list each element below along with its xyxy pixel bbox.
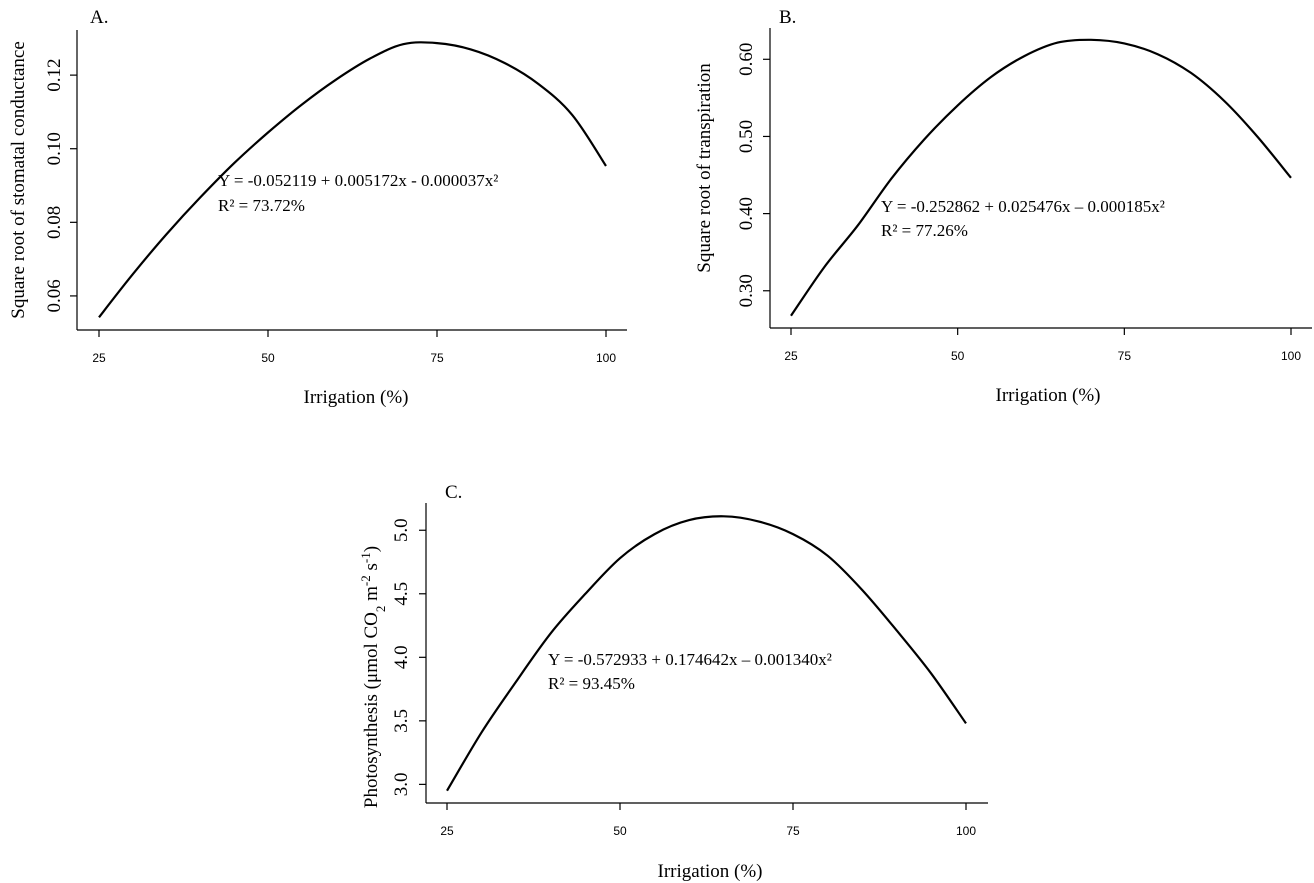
panel-a-label: A.	[90, 7, 108, 28]
panel-b-y-tick-label: 0.40	[736, 197, 757, 230]
panel-b-x-axis-title: Irrigation (%)	[996, 385, 1101, 406]
panel-b-equation: Y = -0.252862 + 0.025476x – 0.000185x²	[881, 197, 1165, 216]
panel-c-equation: Y = -0.572933 + 0.174642x – 0.001340x²	[548, 650, 832, 669]
panel-b-plot: 25 50 75 100 0.30 0.40 0.50 0.60	[736, 28, 1312, 363]
panel-a-y-tick-label: 0.10	[44, 132, 65, 165]
panel-c-x-tick-label: 75	[786, 824, 800, 838]
panel-a-r2: R² = 73.72%	[218, 196, 305, 215]
panel-a-x-axis-title: Irrigation (%)	[304, 387, 409, 408]
panel-a-x-tick-label: 100	[596, 351, 616, 365]
panel-c-y-tick-label: 5.0	[391, 518, 412, 542]
panel-b: B. Y = -0.252862 + 0.025476x – 0.000185x…	[694, 7, 1165, 406]
panel-c-ylabel-sub: 2	[373, 606, 388, 613]
panel-b-x-tick-label: 100	[1281, 349, 1301, 363]
panel-a: A. Y = -0.052119 + 0.005172x - 0.000037x…	[8, 7, 498, 408]
panel-b-x-tick-label: 25	[784, 349, 798, 363]
panel-c-r2: R² = 93.45%	[548, 674, 635, 693]
panel-c-label: C.	[445, 482, 462, 503]
panel-c-y-tick-label: 4.5	[391, 582, 412, 606]
panel-a-plot: 25 50 75 100 0.06 0.08 0.10 0.12	[44, 30, 627, 365]
panel-c-x-tick-label: 100	[956, 824, 976, 838]
panel-c: C. Y = -0.572933 + 0.174642x – 0.001340x…	[358, 482, 832, 882]
panel-c-ylabel-end: )	[361, 546, 382, 552]
panel-a-x-tick-label: 25	[92, 351, 106, 365]
panel-b-fitted-curve	[790, 38, 1292, 317]
panel-b-y-tick-label: 0.30	[736, 274, 757, 307]
panel-a-y-axis-title: Square root of stomatal conductance	[8, 41, 29, 319]
panel-b-x-tick-label: 50	[951, 349, 965, 363]
panel-c-ylabel-main: Photosynthesis (μmol CO	[361, 612, 382, 808]
panel-c-ylabel-sup1: -2	[358, 575, 373, 586]
panel-c-y-tick-label: 3.5	[391, 709, 412, 733]
panel-b-label: B.	[779, 7, 796, 28]
panel-b-r2: R² = 77.26%	[881, 221, 968, 240]
panel-b-y-tick-label: 0.50	[736, 120, 757, 153]
panel-c-y-tick-label: 4.0	[391, 645, 412, 669]
panel-c-x-tick-label: 25	[440, 824, 454, 838]
panel-c-y-tick-label: 3.0	[391, 773, 412, 797]
panel-b-x-tick-label: 75	[1118, 349, 1132, 363]
panel-a-equation: Y = -0.052119 + 0.005172x - 0.000037x²	[218, 171, 498, 190]
panel-b-y-tick-label: 0.60	[736, 43, 757, 76]
panel-c-ylabel-sup2: -1	[358, 552, 373, 563]
panel-a-x-tick-label: 75	[430, 351, 444, 365]
panel-b-y-axis-title: Square root of transpiration	[694, 63, 715, 273]
panel-c-ylabel-mid: m	[361, 586, 382, 606]
panel-a-y-tick-label: 0.06	[44, 279, 65, 312]
panel-c-x-tick-label: 50	[613, 824, 627, 838]
panel-c-fitted-curve	[446, 515, 967, 792]
panel-c-plot: 25 50 75 100 3.0 3.5 4.0 4.5 5.0	[391, 503, 988, 838]
panel-c-x-axis-title: Irrigation (%)	[658, 861, 763, 882]
panel-a-fitted-curve	[98, 41, 607, 318]
panel-a-y-tick-label: 0.08	[44, 206, 65, 239]
panel-c-y-axis-title: Photosynthesis (μmol CO2 m-2 s-1)	[358, 546, 388, 808]
panel-a-y-tick-label: 0.12	[44, 58, 65, 91]
panel-c-ylabel-mid2: s	[361, 563, 382, 575]
panel-a-x-tick-label: 50	[261, 351, 275, 365]
